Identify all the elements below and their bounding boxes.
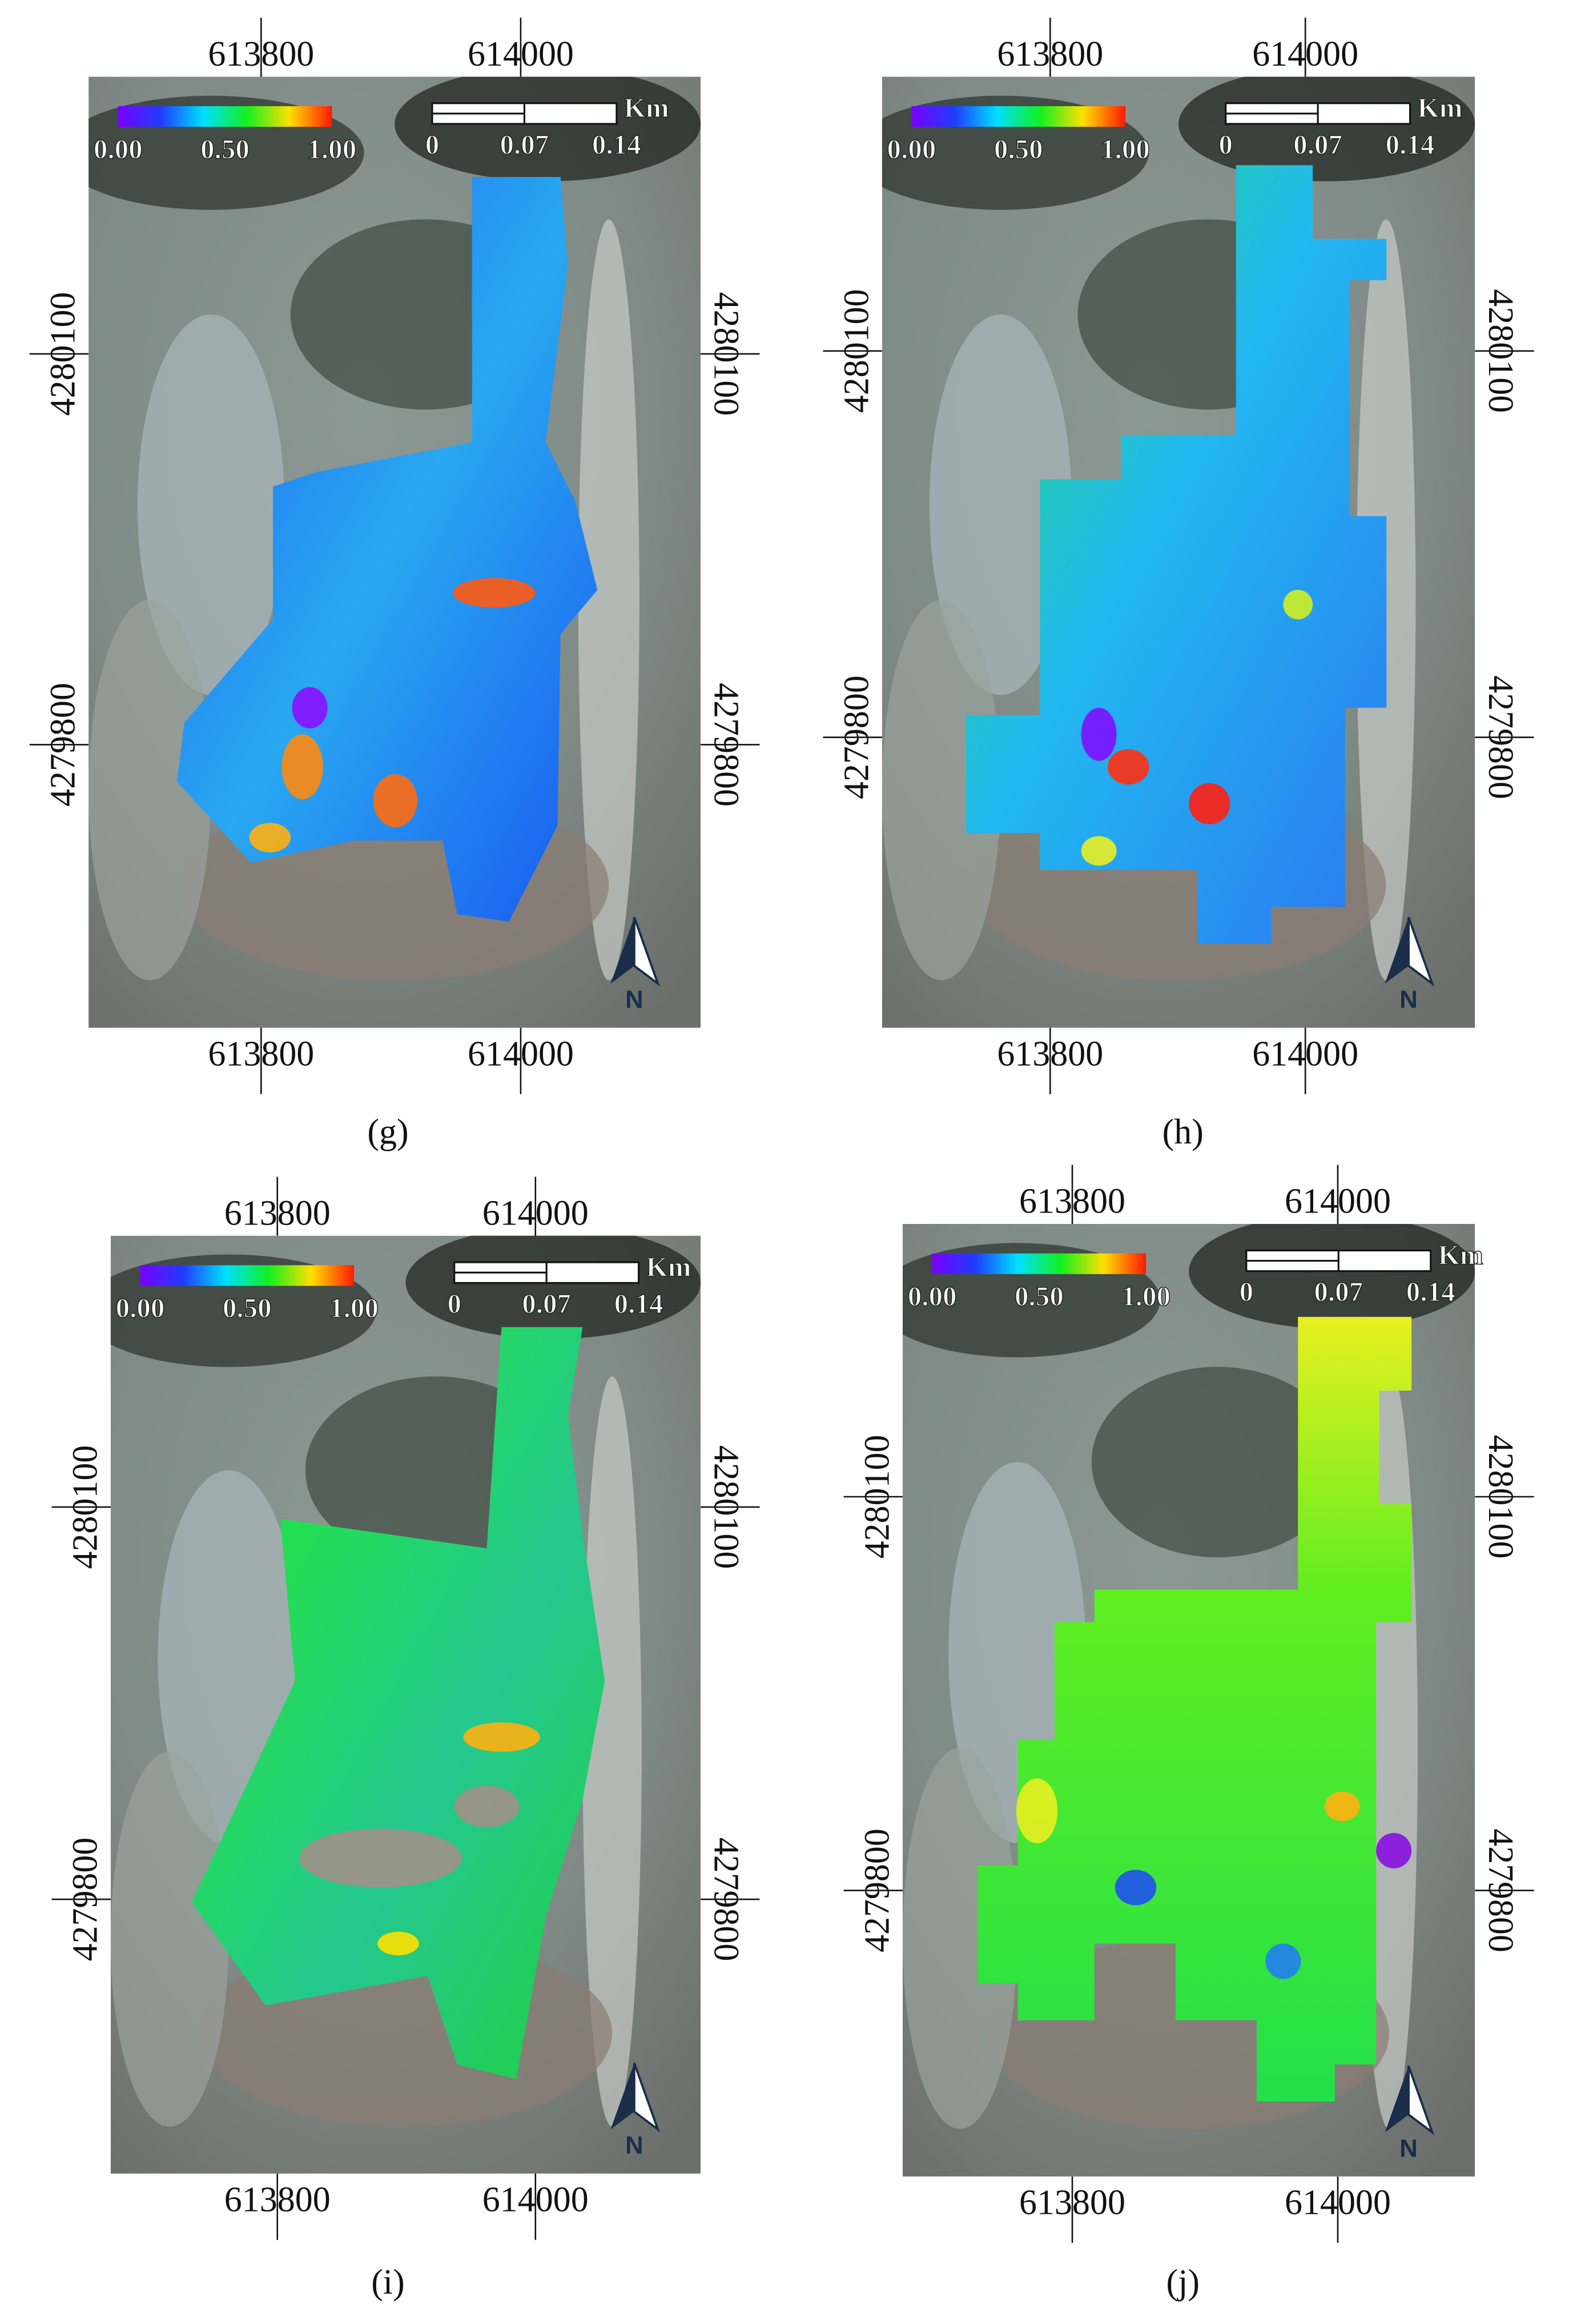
hotspot bbox=[299, 1828, 462, 1888]
prediction-area bbox=[177, 176, 598, 922]
hotspot bbox=[1324, 1791, 1360, 1822]
colorbar-tick-label: 0.50 bbox=[994, 133, 1043, 164]
colorbar-tick-label: 0.50 bbox=[1015, 1280, 1064, 1312]
prediction-area bbox=[977, 1316, 1412, 2101]
hotspot bbox=[1016, 1778, 1058, 1843]
north-label: N bbox=[1399, 2134, 1418, 2162]
colorbar bbox=[140, 1265, 355, 1286]
terrain bbox=[882, 599, 1001, 981]
colorbar-tick-label: 1.00 bbox=[329, 1292, 379, 1324]
terrain bbox=[88, 599, 211, 981]
terrain bbox=[578, 219, 639, 981]
hotspot bbox=[463, 1722, 540, 1752]
hotspot bbox=[292, 687, 328, 729]
scale-label: 0 bbox=[447, 1288, 461, 1319]
hotspot bbox=[249, 823, 291, 853]
map-panel: N0.00 0.50 1.00 0 0.07 0.14Km6138006138006140… bbox=[843, 1165, 1534, 2302]
colorbar bbox=[911, 106, 1126, 127]
colorbar-tick-label: 0.50 bbox=[223, 1292, 272, 1324]
colorbar-tick-label: 0.00 bbox=[116, 1292, 165, 1324]
panel-label: (j) bbox=[1166, 2263, 1200, 2302]
map-panel: N0.00 0.50 1.00 0 0.07 0.14Km6138006138006140… bbox=[51, 1177, 760, 2302]
terrain bbox=[902, 1747, 1017, 2129]
colorbar bbox=[118, 106, 332, 127]
map-panel: N0.00 0.50 1.00 0 0.07 0.14Km6138006138006140… bbox=[823, 17, 1534, 1151]
hotspot bbox=[373, 774, 418, 828]
colorbar-tick-label: 0.00 bbox=[887, 133, 936, 164]
scale-label: 0.14 bbox=[614, 1288, 663, 1319]
scale-label: 0.14 bbox=[1386, 129, 1435, 160]
imagery bbox=[882, 76, 1475, 1028]
north-label: N bbox=[625, 2132, 643, 2160]
north-label: N bbox=[625, 986, 643, 1014]
hotspot bbox=[1081, 836, 1117, 866]
hotspot bbox=[453, 578, 536, 608]
panel-label: (i) bbox=[371, 2263, 405, 2302]
scale-label: 0 bbox=[1218, 129, 1233, 160]
hotspot bbox=[1081, 707, 1117, 761]
hotspot bbox=[454, 1786, 520, 1827]
colorbar-tick-label: 0.00 bbox=[908, 1280, 957, 1312]
scale-unit: Km bbox=[1417, 92, 1462, 123]
north-arrow bbox=[1385, 917, 1409, 984]
terrain bbox=[1091, 1367, 1343, 1558]
hotspot bbox=[377, 1931, 419, 1956]
north-arrow bbox=[633, 917, 661, 987]
map-panel: N0.00 0.50 1.00 0 0.07 0.14Km6138006138006140… bbox=[29, 17, 760, 1151]
colorbar-tick-label: 1.00 bbox=[307, 133, 356, 164]
panel-label: (h) bbox=[1162, 1113, 1204, 1151]
terrain bbox=[110, 1751, 229, 2127]
imagery bbox=[88, 76, 701, 1028]
scale-label: 0.07 bbox=[1314, 1276, 1363, 1307]
hotspot bbox=[281, 734, 323, 800]
scale-label: 0.14 bbox=[1406, 1276, 1455, 1307]
imagery bbox=[902, 1223, 1475, 2177]
hotspot bbox=[1108, 749, 1149, 785]
terrain bbox=[137, 314, 285, 695]
scale-unit: Km bbox=[646, 1251, 691, 1282]
panel-label: (g) bbox=[367, 1113, 408, 1151]
hotspot bbox=[1189, 783, 1230, 824]
hotspot bbox=[1283, 590, 1313, 619]
colorbar-tick-label: 0.00 bbox=[94, 133, 143, 164]
prediction-area bbox=[191, 1327, 605, 2080]
scale-label: 0 bbox=[425, 129, 440, 160]
scale-unit: Km bbox=[624, 92, 669, 123]
imagery bbox=[110, 1235, 701, 2174]
terrain bbox=[929, 314, 1072, 695]
north-arrow bbox=[1407, 2065, 1435, 2136]
colorbar bbox=[932, 1253, 1147, 1274]
scale-label: 0.07 bbox=[500, 129, 549, 160]
scale-label: 0 bbox=[1240, 1276, 1254, 1307]
hotspot bbox=[1265, 1943, 1301, 1979]
colorbar-tick-label: 1.00 bbox=[1101, 133, 1150, 164]
scale-label: 0.07 bbox=[522, 1288, 571, 1319]
colorbar-tick-label: 0.50 bbox=[200, 133, 250, 164]
scale-unit: Km bbox=[1438, 1239, 1483, 1271]
north-arrow bbox=[633, 2063, 661, 2133]
hotspot bbox=[1115, 1870, 1157, 1906]
north-arrow bbox=[1407, 917, 1435, 987]
terrain bbox=[582, 1376, 642, 2127]
north-label: N bbox=[1399, 986, 1418, 1014]
scale-label: 0.07 bbox=[1293, 129, 1342, 160]
hotspot bbox=[1376, 1832, 1412, 1868]
prediction-area bbox=[966, 165, 1387, 944]
scale-label: 0.14 bbox=[592, 129, 641, 160]
colorbar-tick-label: 1.00 bbox=[1121, 1280, 1170, 1312]
